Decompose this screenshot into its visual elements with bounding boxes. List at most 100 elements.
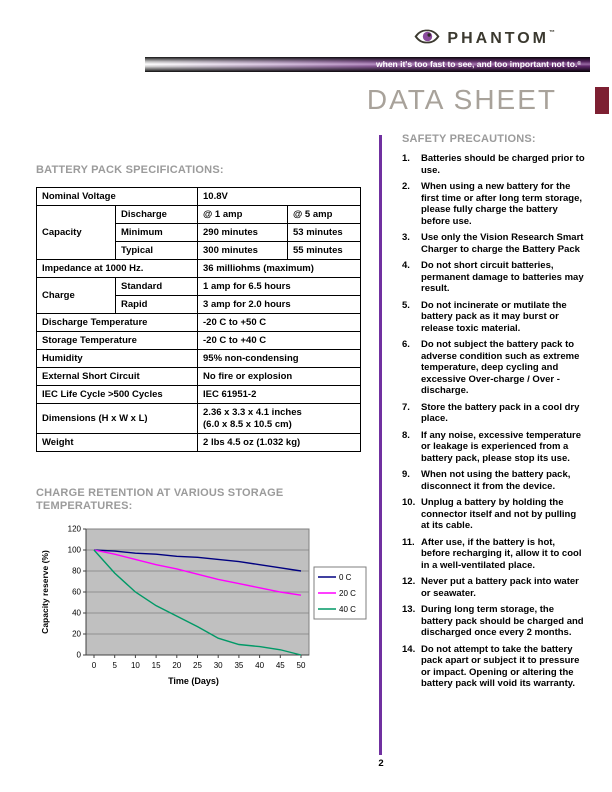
registered-mark: ® — [577, 61, 581, 67]
trademark-mark: ™ — [549, 30, 555, 36]
safety-item-number: 6. — [402, 339, 410, 350]
spec-value-cell: 10.8V — [197, 187, 362, 206]
safety-item-text: Store the battery pack in a cool dry pla… — [421, 401, 580, 425]
safety-item-number: 7. — [402, 401, 410, 413]
spec-label-cell: Charge — [36, 277, 116, 314]
spec-row: Storage Temperature -20 C to +40 C — [35, 331, 362, 350]
svg-text:25: 25 — [193, 661, 202, 670]
spec-value-cell: -20 C to +50 C — [197, 313, 362, 332]
svg-text:45: 45 — [276, 661, 285, 670]
safety-item-number: 9. — [402, 469, 410, 480]
chart-legend: 0 C 20 C 40 C — [313, 566, 367, 620]
safety-item: 8. If any noise, excessive temperature or… — [402, 430, 586, 465]
series-line-20-c — [93, 549, 302, 596]
spec-value-cell: No fire or explosion — [197, 367, 362, 386]
spec-value-cell: @ 5 amp — [287, 205, 362, 224]
y-axis-ticks: 0 20 40 60 80 100 120 — [68, 525, 86, 660]
series-line-0-c — [93, 549, 302, 572]
legend-label: 0 C — [339, 573, 352, 582]
safety-item: 9. When not using the battery pack, disco… — [402, 469, 586, 492]
spec-value-cell: 290 minutes — [197, 223, 289, 242]
spec-label-cell: Discharge Temperature — [35, 313, 199, 332]
spec-row: Dimensions (H x W x L) 2.36 x 3.3 x 4.1 i… — [35, 403, 362, 434]
safety-item: 3. Use only the Vision Research Smart Cha… — [402, 232, 586, 255]
svg-text:5: 5 — [112, 661, 117, 670]
safety-item-number: 13. — [402, 604, 416, 615]
safety-item: 4. Do not short circuit batteries, perman… — [402, 260, 586, 295]
spec-label-cell: Nominal Voltage — [35, 187, 199, 206]
safety-item-number: 5. — [402, 299, 410, 311]
spec-row: Capacity Discharge @ 1 amp @ 5 amp — [36, 205, 362, 260]
spec-label-cell: Standard — [114, 277, 199, 296]
spec-value-cell: 36 milliohms (maximum) — [197, 259, 362, 278]
legend-label: 40 C — [339, 605, 356, 614]
safety-item-number: 3. — [402, 232, 410, 243]
svg-text:100: 100 — [68, 546, 82, 555]
specs-table: Nominal Voltage 10.8V Capacity Discharge @ 1… — [35, 187, 362, 452]
spec-label-cell: External Short Circuit — [35, 367, 199, 386]
column-divider — [379, 135, 382, 755]
safety-item-text: Do not short circuit batteries, permanen… — [421, 260, 584, 294]
safety-item: 14. Do not attempt to take the battery pa… — [402, 644, 586, 690]
safety-item: 7. Store the battery pack in a cool dry p… — [402, 402, 586, 425]
spec-row: Humidity 95% non-condensing — [35, 349, 362, 368]
brand-name: PHANTOM™ — [447, 30, 555, 47]
spec-label-cell: Storage Temperature — [35, 331, 199, 350]
svg-text:40: 40 — [72, 609, 81, 618]
safety-item: 1. Batteries should be charged prior to u… — [402, 153, 586, 176]
spec-value-cell: 1 amp for 6.5 hours — [197, 277, 362, 296]
safety-item: 5. Do not incinerate or mutilate the batt… — [402, 300, 586, 335]
spec-value-cell: IEC 61951-2 — [197, 385, 362, 404]
spec-value-cell: 55 minutes — [287, 241, 362, 260]
safety-item: 12. Never put a battery pack into water o… — [402, 576, 586, 599]
spec-row: Discharge Temperature -20 C to +50 C — [35, 313, 362, 332]
safety-item-text: After use, if the battery is hot, before… — [421, 536, 582, 571]
tagline-banner: when it's too fast to see, and too impor… — [145, 57, 590, 72]
safety-item-text: During long term storage, the battery pa… — [421, 604, 584, 638]
svg-text:30: 30 — [214, 661, 223, 670]
safety-item-number: 1. — [402, 153, 410, 164]
spec-row: IEC Life Cycle >500 Cycles IEC 61951-2 — [35, 385, 362, 404]
svg-text:15: 15 — [152, 661, 161, 670]
svg-text:35: 35 — [234, 661, 243, 670]
page-number: 2 — [378, 758, 384, 769]
spec-label-cell: Typical — [114, 241, 199, 260]
safety-item-text: When using a new battery for the first t… — [421, 181, 583, 227]
x-axis-title: Time (Days) — [168, 676, 219, 686]
spec-label-cell: Discharge — [114, 205, 199, 224]
spec-value-cell: 3 amp for 2.0 hours — [197, 295, 362, 314]
safety-item-number: 12. — [402, 576, 416, 587]
maroon-accent-block — [595, 87, 609, 114]
spec-value-cell: @ 1 amp — [197, 205, 289, 224]
safety-item-text: Do not incinerate or mutilate the batter… — [421, 299, 567, 334]
spec-row: Typical 300 minutes 55 minutes — [37, 241, 362, 260]
safety-item-text: Never put a battery pack into water or s… — [421, 576, 579, 599]
spec-row: Rapid 3 amp for 2.0 hours — [37, 295, 362, 314]
spec-label-cell: Dimensions (H x W x L) — [35, 403, 199, 434]
spec-row: Impedance at 1000 Hz. 36 milliohms (maxim… — [35, 259, 362, 278]
spec-label-cell: Rapid — [114, 295, 199, 314]
phantom-eye-icon — [414, 29, 440, 49]
safety-item-text: Do not subject the battery pack to adver… — [421, 339, 580, 396]
safety-item-text: Batteries should be charged prior to use… — [421, 153, 585, 176]
safety-item: 13. During long term storage, the battery… — [402, 604, 586, 639]
safety-item-number: 4. — [402, 260, 410, 271]
spec-label-cell: Impedance at 1000 Hz. — [35, 259, 199, 278]
spec-value-cell: 53 minutes — [287, 223, 362, 242]
safety-item-text: If any noise, excessive temperature or l… — [421, 429, 581, 464]
spec-row: Minimum 290 minutes 53 minutes — [37, 223, 362, 242]
svg-text:50: 50 — [297, 661, 306, 670]
svg-text:120: 120 — [68, 525, 82, 534]
safety-item: 11. After use, if the battery is hot, bef… — [402, 537, 586, 572]
spec-value-cell: 300 minutes — [197, 241, 289, 260]
safety-section: SAFETY PRECAUTIONS: 1. Batteries should b… — [402, 133, 586, 695]
retention-chart: 0 20 40 60 80 100 120 0 5 10 15 20 25 30 35 40 45 50 Capac… — [38, 523, 370, 701]
page-title: DATA SHEET — [366, 84, 557, 115]
specifications-section: BATTERY PACK SPECIFICATIONS: Nominal Vol… — [35, 164, 365, 452]
safety-item-number: 2. — [402, 181, 410, 192]
spec-label-cell: Minimum — [114, 223, 199, 242]
legend-label: 20 C — [339, 589, 356, 598]
safety-item-number: 14. — [402, 643, 416, 655]
spec-row: Charge Standard 1 amp for 6.5 hours — [36, 277, 362, 314]
